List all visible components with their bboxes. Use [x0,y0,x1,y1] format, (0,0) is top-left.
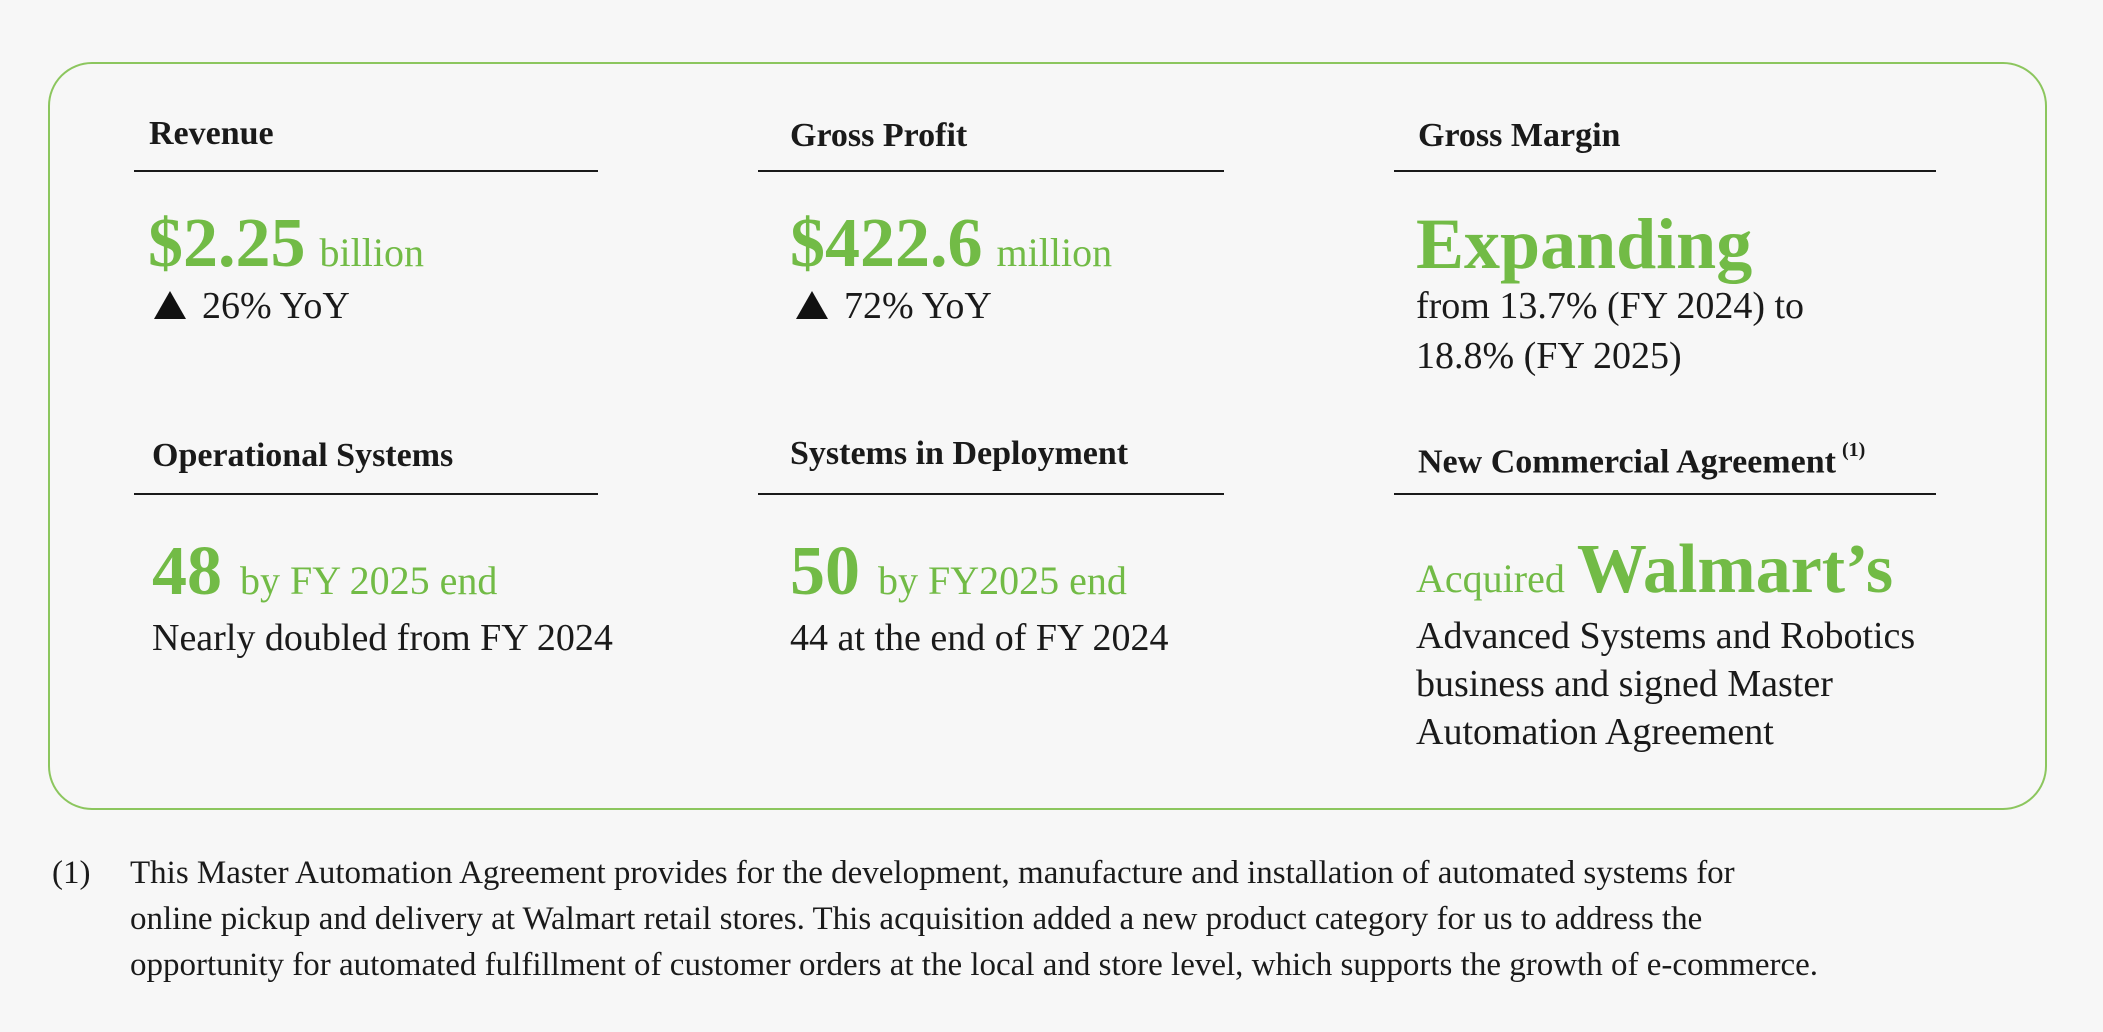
footnote-marker: (1) [52,855,91,891]
up-triangle-icon [796,291,828,319]
gross-margin-value: Expanding [1416,204,1753,284]
new-commercial-agreement-value-line: Acquired Walmart’s [1416,530,1893,610]
operational-systems-value-line: 48 by FY 2025 end [152,532,497,612]
revenue-unit: billion [319,230,424,275]
new-commercial-agreement-label: New Commercial Agreement (1) [1418,434,1865,482]
revenue-metric: Revenue $2.25 billion 26% YoY [134,112,604,342]
gross-margin-label: Gross Margin [1418,117,1621,154]
footnote-line-2: online pickup and delivery at Walmart re… [130,901,1703,937]
gross-margin-metric: Gross Margin Expanding from 13.7% (FY 20… [1394,112,1936,392]
revenue-rule [134,170,598,172]
systems-in-deployment-value: 50 [790,533,860,610]
gross-profit-change-text: 72% YoY [844,285,992,327]
gross-margin-value-line: Expanding [1416,204,1752,284]
new-commercial-agreement-metric: New Commercial Agreement (1) Acquired Wal… [1394,418,1994,758]
revenue-value-line: $2.25 billion [148,204,424,284]
footnote-line-3: opportunity for automated fulfillment of… [130,947,1818,983]
systems-in-deployment-unit: by FY2025 end [878,558,1127,603]
systems-in-deployment-label: Systems in Deployment [790,435,1129,472]
systems-in-deployment-rule [758,493,1224,495]
gross-profit-change: 72% YoY [796,282,992,330]
new-commercial-agreement-detail-1: Advanced Systems and Robotics [1416,615,1916,657]
footnote-text: This Master Automation Agreement provide… [130,850,2065,988]
new-commercial-agreement-detail-3: Automation Agreement [1416,711,1774,753]
operational-systems-rule [134,493,598,495]
gross-margin-rule [1394,170,1936,172]
revenue-change: 26% YoY [154,282,350,330]
up-triangle-icon [154,291,186,319]
systems-in-deployment-value-line: 50 by FY2025 end [790,532,1127,612]
operational-systems-unit: by FY 2025 end [240,558,498,603]
gross-profit-metric: Gross Profit $422.6 million 72% YoY [758,112,1228,342]
footnote-line-1: This Master Automation Agreement provide… [130,855,1735,891]
revenue-label: Revenue [149,115,274,152]
systems-in-deployment-detail: 44 at the end of FY 2024 [790,617,1169,659]
gross-margin-detail-1: from 13.7% (FY 2024) to [1416,285,1805,327]
revenue-change-text: 26% YoY [202,285,350,327]
metrics-panel [48,62,2047,810]
gross-profit-value: $422.6 [790,205,983,282]
operational-systems-value: 48 [152,533,222,610]
gross-profit-unit: million [996,230,1113,275]
new-commercial-agreement-rule [1394,493,1936,495]
new-commercial-agreement-prefix: Acquired [1416,556,1565,601]
revenue-value: $2.25 [148,205,306,282]
new-commercial-agreement-label-text: New Commercial Agreement [1418,443,1836,481]
new-commercial-agreement-value: Walmart’s [1576,531,1894,608]
footnote-reference: (1) [1841,439,1866,461]
gross-profit-rule [758,170,1224,172]
gross-margin-detail-2: 18.8% (FY 2025) [1416,335,1682,377]
operational-systems-detail: Nearly doubled from FY 2024 [152,617,613,659]
gross-profit-value-line: $422.6 million [790,204,1112,284]
operational-systems-metric: Operational Systems 48 by FY 2025 end Ne… [134,432,654,662]
operational-systems-label: Operational Systems [152,437,454,474]
new-commercial-agreement-detail-2: business and signed Master [1416,663,1833,705]
systems-in-deployment-metric: Systems in Deployment 50 by FY2025 end 4… [758,432,1278,662]
gross-profit-label: Gross Profit [790,117,968,154]
